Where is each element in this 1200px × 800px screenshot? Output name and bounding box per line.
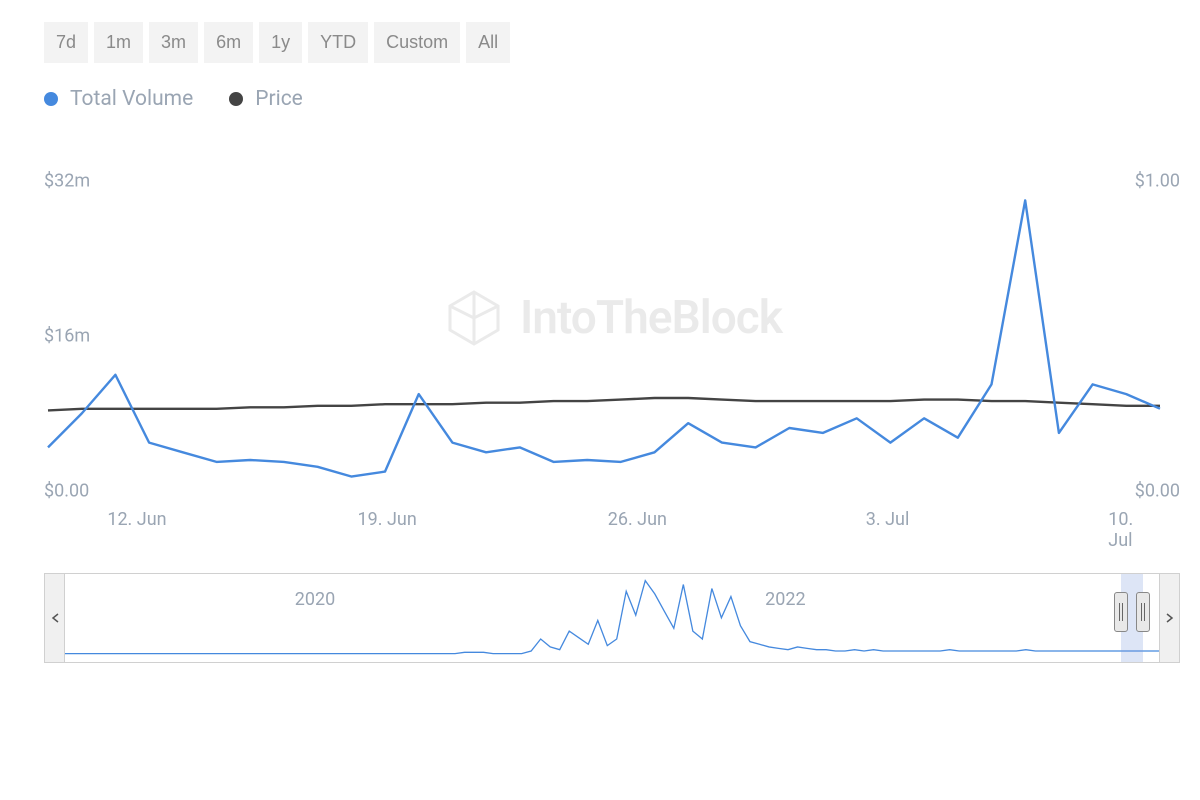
time-range-group: 7d1m3m6m1yYTDCustomAll <box>44 22 1180 63</box>
legend-item-price[interactable]: Price <box>229 87 303 111</box>
chart-legend: Total Volume Price <box>44 87 1180 111</box>
time-range-1y[interactable]: 1y <box>259 22 302 63</box>
legend-label-volume: Total Volume <box>70 87 193 111</box>
time-range-1m[interactable]: 1m <box>94 22 143 63</box>
main-chart[interactable]: IntoTheBlock $0.00$16m$32m$0.00$1.0012. … <box>44 181 1180 541</box>
navigator-year-label: 2022 <box>765 589 805 610</box>
legend-item-volume[interactable]: Total Volume <box>44 87 193 111</box>
x-label: 19. Jun <box>358 509 417 530</box>
time-range-all[interactable]: All <box>466 22 510 63</box>
navigator-handle-left[interactable] <box>1114 592 1128 632</box>
time-range-custom[interactable]: Custom <box>374 22 460 63</box>
legend-dot-price <box>229 92 243 106</box>
navigator-scroll-left[interactable] <box>45 574 65 662</box>
time-range-3m[interactable]: 3m <box>149 22 198 63</box>
navigator-handle-right[interactable] <box>1136 592 1150 632</box>
navigator-year-label: 2020 <box>295 589 335 610</box>
legend-label-price: Price <box>255 87 303 111</box>
navigator-scroll-right[interactable] <box>1159 574 1179 662</box>
x-label: 10. Jul <box>1108 509 1156 551</box>
navigator: 2020 2022 <box>44 573 1180 663</box>
time-range-6m[interactable]: 6m <box>204 22 253 63</box>
x-label: 26. Jun <box>608 509 667 530</box>
time-range-7d[interactable]: 7d <box>44 22 88 63</box>
navigator-body[interactable]: 2020 2022 <box>65 574 1159 662</box>
legend-dot-volume <box>44 92 58 106</box>
x-label: 12. Jun <box>107 509 166 530</box>
time-range-ytd[interactable]: YTD <box>308 22 368 63</box>
x-label: 3. Jul <box>866 509 910 530</box>
